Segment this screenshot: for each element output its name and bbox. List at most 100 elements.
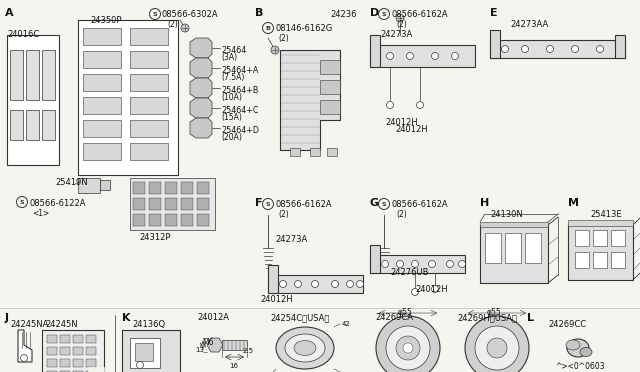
Circle shape <box>431 285 438 292</box>
Bar <box>130 28 168 45</box>
Bar <box>86 359 96 367</box>
Bar <box>310 148 320 156</box>
Text: 24276UB: 24276UB <box>390 268 429 277</box>
Text: φ55: φ55 <box>487 308 502 317</box>
Text: H: H <box>480 198 489 208</box>
Text: 25464+C: 25464+C <box>221 106 259 115</box>
Circle shape <box>381 260 388 267</box>
Bar <box>26 110 39 140</box>
Bar <box>60 359 70 367</box>
Text: 24269H〈USA〉: 24269H〈USA〉 <box>457 313 517 322</box>
Bar <box>165 214 177 226</box>
Circle shape <box>429 260 435 267</box>
Text: (7.5A): (7.5A) <box>221 73 244 82</box>
Bar <box>290 148 300 156</box>
Bar <box>490 40 625 58</box>
Circle shape <box>397 260 403 267</box>
Bar <box>181 182 193 194</box>
Bar <box>7 35 59 165</box>
Text: G: G <box>370 198 379 208</box>
Text: (2): (2) <box>396 210 407 219</box>
Text: 24350P: 24350P <box>90 16 122 25</box>
Text: 24130N: 24130N <box>490 210 523 219</box>
Circle shape <box>387 52 394 60</box>
Circle shape <box>465 316 529 372</box>
Bar <box>86 371 96 372</box>
Bar <box>130 143 168 160</box>
Circle shape <box>406 52 413 60</box>
Bar <box>480 222 548 227</box>
Ellipse shape <box>276 327 334 369</box>
Bar <box>327 148 337 156</box>
Text: 08566-6302A: 08566-6302A <box>162 10 219 19</box>
Circle shape <box>376 316 440 372</box>
Text: 24012H: 24012H <box>385 118 418 127</box>
Text: 24012A: 24012A <box>197 313 229 322</box>
Bar <box>370 35 380 67</box>
Bar <box>78 178 100 193</box>
Text: A: A <box>5 8 13 18</box>
Bar <box>370 245 380 273</box>
Circle shape <box>412 289 419 295</box>
Text: (2): (2) <box>278 210 289 219</box>
Text: 13: 13 <box>195 347 204 353</box>
Bar <box>122 330 180 372</box>
Text: M6: M6 <box>202 338 214 347</box>
Bar <box>485 233 501 263</box>
Bar <box>83 97 121 114</box>
Text: 25464+A: 25464+A <box>221 66 259 75</box>
Text: 25464: 25464 <box>221 46 246 55</box>
Text: <1>: <1> <box>32 209 49 218</box>
Ellipse shape <box>285 334 325 362</box>
Bar <box>60 371 70 372</box>
Text: F: F <box>255 198 262 208</box>
Text: S: S <box>20 199 24 205</box>
Circle shape <box>20 355 28 362</box>
Text: 42: 42 <box>342 321 351 327</box>
Bar <box>525 233 541 263</box>
Bar <box>10 50 23 100</box>
Circle shape <box>280 280 287 288</box>
Bar <box>10 110 23 140</box>
Bar <box>60 347 70 355</box>
Text: M: M <box>568 198 579 208</box>
Bar <box>165 198 177 210</box>
Text: 24312P: 24312P <box>140 233 171 242</box>
Text: 24254C〈USA〉: 24254C〈USA〉 <box>270 313 330 322</box>
Circle shape <box>596 45 604 52</box>
Bar <box>370 255 465 273</box>
Text: 24245NA: 24245NA <box>10 320 49 329</box>
Bar <box>181 198 193 210</box>
Text: S: S <box>153 12 157 16</box>
Circle shape <box>502 45 509 52</box>
Bar <box>575 230 589 246</box>
Bar <box>130 178 215 230</box>
Bar <box>197 182 209 194</box>
Circle shape <box>396 336 420 360</box>
Polygon shape <box>190 118 212 138</box>
Ellipse shape <box>580 347 592 356</box>
Bar <box>505 233 521 263</box>
Bar <box>149 198 161 210</box>
Text: 24245N: 24245N <box>45 320 77 329</box>
Circle shape <box>417 102 424 109</box>
Text: B: B <box>255 8 264 18</box>
Bar <box>86 335 96 343</box>
Circle shape <box>487 338 507 358</box>
Text: 08566-6122A: 08566-6122A <box>29 199 86 208</box>
Bar <box>73 371 83 372</box>
Text: 24273AA: 24273AA <box>510 20 548 29</box>
Circle shape <box>396 14 404 22</box>
Bar <box>130 51 168 68</box>
Bar <box>320 60 340 74</box>
Text: 24273A: 24273A <box>275 235 307 244</box>
Polygon shape <box>190 98 212 118</box>
Text: 25464+B: 25464+B <box>221 86 259 95</box>
Text: (2): (2) <box>396 20 407 29</box>
Text: 25419N: 25419N <box>55 178 88 187</box>
Circle shape <box>447 260 454 267</box>
Bar <box>133 182 145 194</box>
Circle shape <box>346 280 353 288</box>
Bar <box>73 359 83 367</box>
Circle shape <box>312 280 319 288</box>
